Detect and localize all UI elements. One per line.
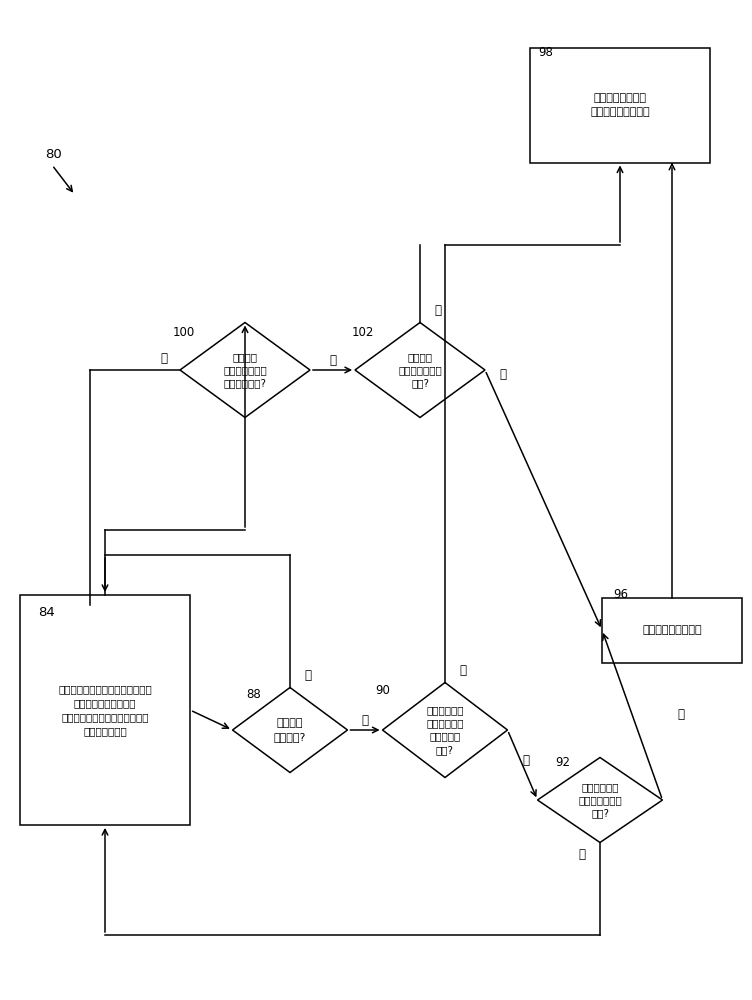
Text: 80: 80 <box>45 148 62 161</box>
Text: 输出封闭的跑道指示: 输出封闭的跑道指示 <box>642 625 702 635</box>
Text: 是: 是 <box>329 354 336 366</box>
Text: 92: 92 <box>555 756 570 768</box>
Text: 96: 96 <box>613 588 628 601</box>
Text: 是: 是 <box>362 714 368 726</box>
Text: 当输出跑道信息时
包括封闭的跑道指示: 当输出跑道信息时 包括封闭的跑道指示 <box>590 93 650 117</box>
Text: 飞机是否
在跑道的封闭部
分上?: 飞机是否 在跑道的封闭部 分上? <box>398 352 442 388</box>
Text: 98: 98 <box>538 45 553 58</box>
Text: 飞机是否正在
进场部分的或
完全封闭的
跑道?: 飞机是否正在 进场部分的或 完全封闭的 跑道? <box>426 705 464 755</box>
Bar <box>530 47 710 162</box>
Bar <box>20 595 190 825</box>
Text: 是: 是 <box>677 708 684 722</box>
Text: 否: 否 <box>305 669 311 682</box>
Text: 否: 否 <box>578 848 586 861</box>
Text: 否: 否 <box>435 304 441 317</box>
Bar <box>602 597 742 662</box>
Text: 102: 102 <box>352 326 374 338</box>
Text: 90: 90 <box>375 684 390 696</box>
Text: 88: 88 <box>246 688 261 702</box>
Text: 是: 是 <box>499 368 507 381</box>
Text: 飞机是否
在部分的或完全
封闭的跑道上?: 飞机是否 在部分的或完全 封闭的跑道上? <box>223 352 267 388</box>
Text: 84: 84 <box>38 605 55 618</box>
Text: 飞机是否
在飞行中?: 飞机是否 在飞行中? <box>274 718 306 742</box>
Text: 飞机是否正在
进场跑道的封闭
部分?: 飞机是否正在 进场跑道的封闭 部分? <box>578 782 622 818</box>
Text: 否: 否 <box>459 664 466 677</box>
Text: 是: 是 <box>522 754 529 766</box>
Text: 在路线更新期间，在数据库中存储
跑道信息，在路线升级
跑道操作信息，用以在路线选择
期间跑道的选择: 在路线更新期间，在数据库中存储 跑道信息，在路线升级 跑道操作信息，用以在路线选… <box>58 684 152 736</box>
Text: 否: 否 <box>160 352 168 364</box>
Text: 100: 100 <box>173 326 196 338</box>
